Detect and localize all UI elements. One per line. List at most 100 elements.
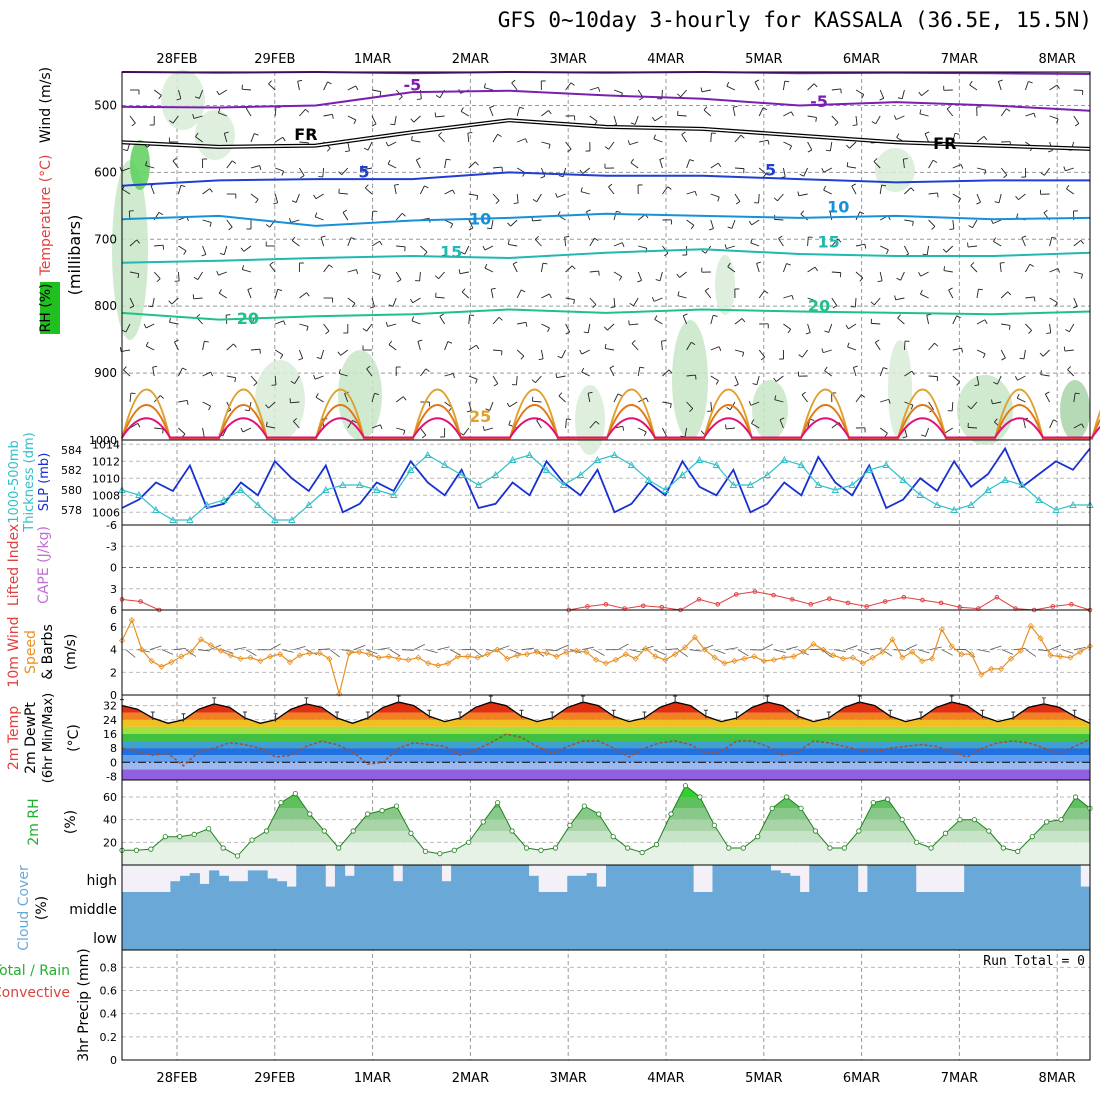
thickness-point — [457, 471, 466, 478]
wind-barb — [886, 249, 889, 255]
thickness-point — [831, 486, 840, 493]
wind-barb — [613, 271, 622, 278]
rh-point — [798, 805, 804, 811]
wind-barbs — [119, 79, 1085, 439]
lifted-point — [1069, 602, 1074, 607]
cloud-high-bar — [751, 865, 762, 892]
ylabel-slp: SLP (mb) — [37, 453, 52, 512]
temp-band — [122, 726, 1090, 734]
ytick-rh: 40 — [103, 814, 117, 827]
wind-barb — [218, 89, 228, 96]
wind-barb — [748, 220, 753, 226]
wind-barb — [484, 267, 494, 273]
wind-barb — [250, 165, 260, 169]
wind-barb — [419, 271, 421, 282]
cloud-high-bar — [848, 865, 859, 892]
wind-barb — [1073, 239, 1082, 247]
isotherm-15 — [121, 248, 1091, 264]
rh-point — [596, 811, 602, 817]
wind-barb — [900, 271, 905, 281]
ytick-temp: 16 — [103, 728, 117, 741]
wind-barb — [724, 244, 727, 249]
cloud-high-bar — [209, 870, 220, 892]
cloud-high-bar — [818, 865, 830, 892]
wind-barb — [701, 89, 711, 93]
wind-barb — [415, 159, 421, 169]
wind-barb — [613, 211, 617, 221]
wind-barb — [322, 167, 325, 178]
wind-barb — [1008, 325, 1011, 330]
cloud-high-bar — [247, 870, 259, 892]
isotherm-20 — [121, 308, 1091, 321]
wind-barb — [283, 320, 286, 326]
wind-barb — [485, 649, 498, 653]
wind-barb — [218, 271, 227, 276]
wind-barb — [323, 113, 333, 117]
cloud-high-bar — [412, 865, 423, 892]
wind-barb — [314, 212, 318, 217]
cloud-high-bar — [1051, 865, 1062, 892]
thickness-point — [508, 456, 517, 463]
wind-barb — [121, 329, 127, 333]
wind-barb — [492, 193, 500, 201]
wind-barb — [662, 401, 672, 405]
wind-barb — [464, 245, 470, 255]
wind-barb — [460, 107, 464, 112]
rh-point — [942, 830, 949, 836]
wind-barb — [1066, 188, 1075, 195]
wind-barb — [390, 123, 395, 126]
wind10-point — [543, 650, 550, 657]
cloud-high-bar — [276, 881, 288, 892]
thickness-point — [203, 501, 211, 508]
wind-barb — [864, 244, 867, 249]
ytick-li: 3 — [110, 583, 117, 596]
wind-barb — [668, 369, 673, 374]
rh-point — [495, 800, 501, 806]
wind-barb — [918, 272, 922, 277]
cloud-high-bar — [1002, 865, 1014, 892]
wind-barb — [298, 357, 303, 361]
wind-barb — [814, 266, 818, 272]
wind-barb — [177, 271, 180, 282]
wind-barb — [921, 434, 926, 437]
date-bottom-3MAR: 3MAR — [549, 1071, 586, 1086]
wind10-point — [444, 660, 452, 667]
wind-barb — [1073, 115, 1080, 124]
wind-barb — [434, 275, 439, 280]
rh-point — [365, 811, 371, 817]
wind-barb — [255, 199, 259, 204]
rh-point — [769, 805, 775, 811]
wind-barb — [468, 193, 478, 197]
wind-barb — [581, 367, 585, 373]
wind-barb — [846, 162, 849, 167]
wind-barb — [329, 649, 340, 658]
wind-barb — [894, 295, 897, 300]
wind-barb — [627, 140, 631, 145]
wind-barb — [849, 141, 857, 149]
wind-barb — [289, 218, 292, 223]
rh-point — [1000, 845, 1006, 851]
wind-barb — [613, 115, 618, 125]
wind-barb — [541, 110, 549, 117]
wind10-point — [612, 656, 619, 663]
wind-barb — [783, 294, 793, 299]
wind-barb — [834, 122, 839, 126]
wind-barb — [461, 288, 466, 293]
wind-barb — [708, 228, 714, 231]
wind-barb — [621, 242, 625, 247]
wind-barb — [202, 371, 211, 377]
wind-barb — [489, 401, 494, 411]
wind10-point — [849, 654, 857, 661]
wind-barb — [748, 401, 752, 406]
wind-barb — [952, 347, 962, 351]
wind-barb — [831, 115, 839, 123]
wind-barb — [193, 297, 203, 300]
wind-barb — [1033, 296, 1036, 302]
wind-barb — [873, 297, 881, 306]
wind-barb — [511, 82, 518, 91]
wind-barb — [298, 349, 304, 359]
wind-barb — [967, 426, 978, 429]
ytick-precip: 0.6 — [100, 985, 118, 998]
wind-barb — [1025, 296, 1035, 299]
lifted-point — [138, 599, 143, 604]
